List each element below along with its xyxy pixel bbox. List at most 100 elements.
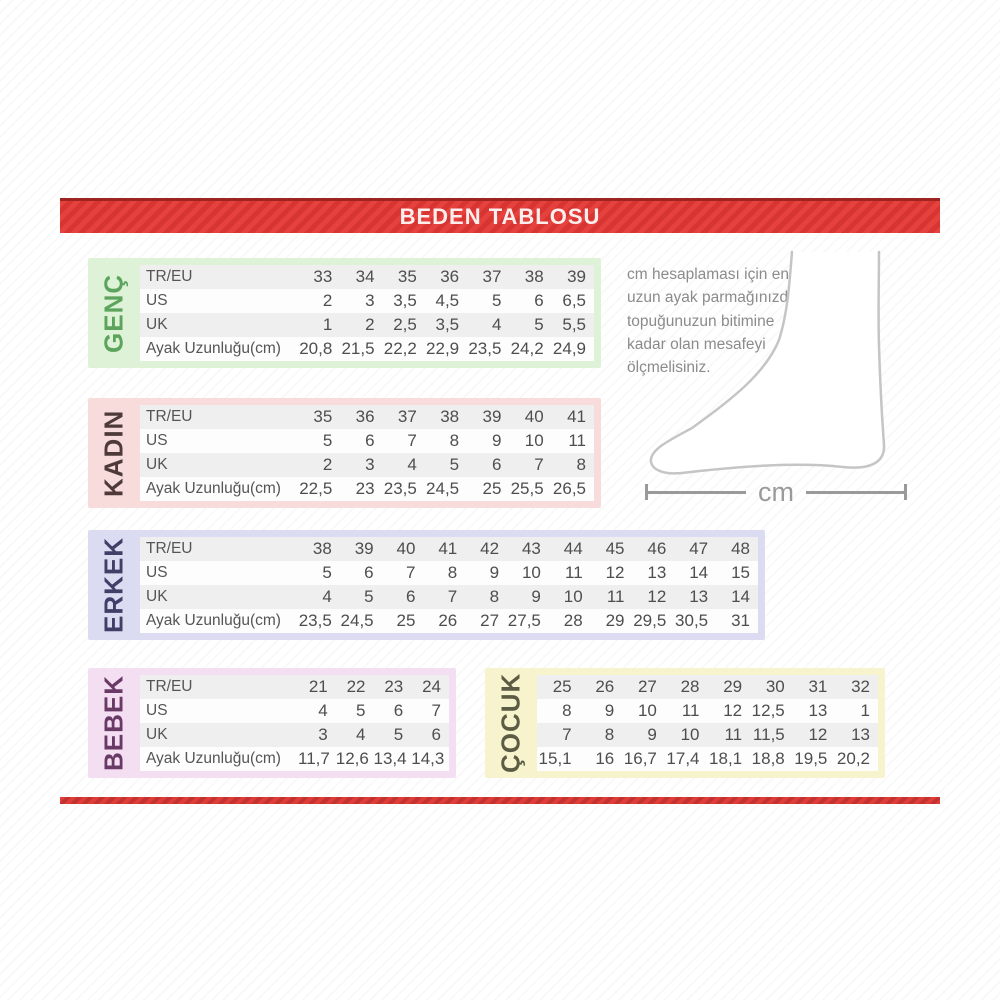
- size-cell: 6: [467, 453, 510, 477]
- size-cell: 15,1: [537, 747, 580, 771]
- size-cell: 20,8: [298, 337, 341, 361]
- size-cell: 26: [579, 675, 623, 699]
- size-cell: 38: [509, 265, 552, 289]
- category-label: GENÇ: [98, 273, 129, 353]
- row-header: UK: [140, 313, 298, 337]
- size-cell: 43: [507, 537, 549, 561]
- size-cell: 31: [792, 675, 836, 699]
- size-cell: 9: [622, 723, 665, 747]
- size-cell: 23,5: [467, 337, 510, 361]
- size-cell: 11: [548, 561, 591, 585]
- size-cell: 8: [423, 561, 466, 585]
- row-header: TR/EU: [140, 537, 298, 561]
- size-cell: 39: [467, 405, 510, 429]
- cm-measure-line: cm: [645, 478, 907, 505]
- size-table-erkek: ERKEK TR/EU 38 39 40 41 42 43 44 45 46 47 48 US 5 6 7 8 9…: [88, 530, 765, 640]
- size-cell: 38: [298, 537, 340, 561]
- size-cell: 4: [335, 723, 374, 747]
- size-cell: 41: [551, 405, 594, 429]
- size-cell: 37: [382, 405, 425, 429]
- size-cell: 22,2: [382, 337, 425, 361]
- size-cell: 18,8: [750, 747, 793, 771]
- row-header: UK: [140, 585, 298, 609]
- size-cell: 10: [509, 429, 552, 453]
- row-header: Ayak Uzunluğu(cm): [140, 747, 298, 771]
- size-grid: TR/EU 33 34 35 36 37 38 39 US 2 3 3,5 4,5 5 6 6,5 UK 1 2 2,…: [140, 265, 594, 361]
- size-cell: 13: [674, 585, 717, 609]
- size-cell: 1: [835, 699, 878, 723]
- size-table-kadin: KADIN TR/EU 35 36 37 38 39 40 41 US 5 6 7 8 9 10 11 UK 2 3…: [88, 398, 601, 508]
- size-cell: 5,5: [551, 313, 594, 337]
- size-cell: 6: [339, 561, 382, 585]
- size-grid: TR/EU 21 22 23 24 US 4 5 6 7 UK 3 4 5 6 Ayak Uzunluğu(c…: [140, 675, 449, 771]
- size-cell: 7: [509, 453, 552, 477]
- size-cell: 26,5: [551, 477, 594, 501]
- size-grid: TR/EU 38 39 40 41 42 43 44 45 46 47 48 US 5 6 7 8 9 10 11 12…: [140, 537, 758, 633]
- size-cell: 6: [411, 723, 449, 747]
- size-cell: 27,5: [507, 609, 549, 633]
- size-cell: 23,5: [298, 609, 340, 633]
- size-cell: 40: [381, 537, 424, 561]
- size-cell: 35: [382, 265, 425, 289]
- size-cell: 39: [551, 265, 594, 289]
- size-cell: 3: [298, 723, 336, 747]
- size-cell: 3: [340, 453, 383, 477]
- row-header: US: [140, 561, 298, 585]
- size-cell: 19,5: [792, 747, 836, 771]
- size-cell: 11,7: [298, 747, 336, 771]
- size-cell: 27: [465, 609, 508, 633]
- size-grid: TR/EU 35 36 37 38 39 40 41 US 5 6 7 8 9 10 11 UK 2 3 4 5 6 7 8 A…: [140, 405, 594, 501]
- size-cell: 12: [590, 561, 633, 585]
- size-cell: 10: [507, 561, 549, 585]
- size-cell: 5: [335, 699, 374, 723]
- size-cell: 7: [382, 429, 425, 453]
- size-cell: 4: [298, 585, 340, 609]
- size-cell: 38: [424, 405, 468, 429]
- size-cell: 21: [298, 675, 336, 699]
- size-cell: 18,1: [707, 747, 751, 771]
- row-header: US: [140, 429, 298, 453]
- size-cell: 36: [424, 265, 468, 289]
- size-cell: 5: [298, 429, 341, 453]
- size-cell: 24,5: [339, 609, 382, 633]
- row-header: TR/EU: [140, 405, 298, 429]
- size-cell: 30,5: [674, 609, 717, 633]
- size-cell: 25: [467, 477, 510, 501]
- size-cell: 40: [509, 405, 552, 429]
- size-chart-banner: BEDEN TABLOSU: [60, 198, 940, 233]
- size-cell: 30: [750, 675, 793, 699]
- size-cell: 24,2: [509, 337, 552, 361]
- size-cell: 2,5: [382, 313, 425, 337]
- size-cell: 12: [632, 585, 675, 609]
- size-cell: 4,5: [424, 289, 468, 313]
- size-cell: 5: [373, 723, 412, 747]
- size-cell: 6,5: [551, 289, 594, 313]
- size-cell: 26: [423, 609, 466, 633]
- size-cell: 29: [707, 675, 751, 699]
- size-cell: 12,6: [335, 747, 374, 771]
- size-cell: 5: [509, 313, 552, 337]
- size-cell: 35: [298, 405, 341, 429]
- measure-line-left: [648, 490, 746, 494]
- row-header: US: [140, 699, 298, 723]
- bottom-accent-bar: [60, 797, 940, 804]
- row-header: Ayak Uzunluğu(cm): [140, 477, 298, 501]
- size-cell: 12: [792, 723, 836, 747]
- size-cell: 31: [716, 609, 758, 633]
- size-cell: 4: [298, 699, 336, 723]
- size-cell: 15: [716, 561, 758, 585]
- size-cell: 7: [537, 723, 580, 747]
- size-cell: 9: [467, 429, 510, 453]
- size-grid: 25 26 27 28 29 30 31 32 8 9 10 11 12 12,5 13 1 7 8 9 10 11 11…: [537, 675, 878, 771]
- size-cell: 28: [664, 675, 708, 699]
- row-header: TR/EU: [140, 265, 298, 289]
- size-cell: 11: [551, 429, 594, 453]
- size-cell: 7: [411, 699, 449, 723]
- size-cell: 2: [340, 313, 383, 337]
- measure-line-right: [806, 490, 904, 494]
- row-header: US: [140, 289, 298, 313]
- size-cell: 1: [298, 313, 341, 337]
- size-cell: 47: [674, 537, 717, 561]
- size-cell: 23: [340, 477, 383, 501]
